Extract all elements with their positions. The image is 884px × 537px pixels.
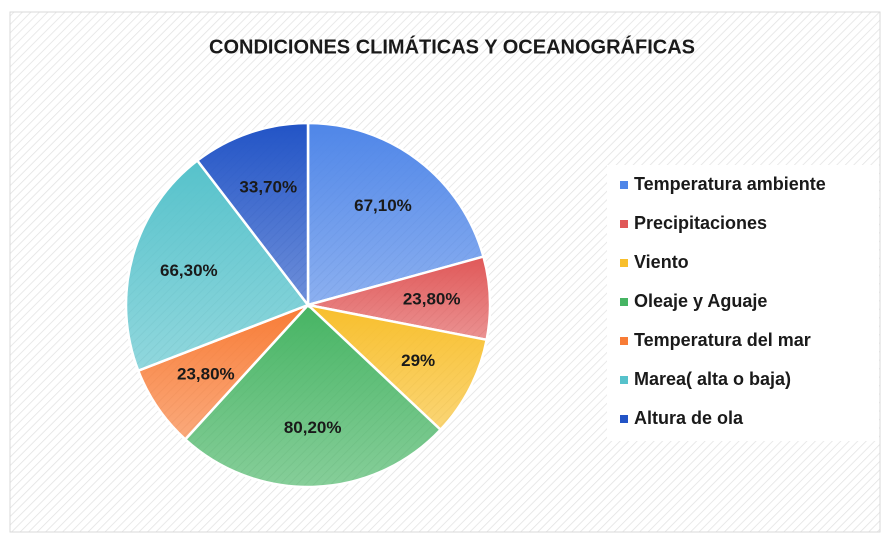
legend-label: Marea( alta o baja) [634, 369, 791, 389]
legend-swatch [620, 415, 628, 423]
legend-box [607, 165, 879, 441]
legend-swatch [620, 337, 628, 345]
data-label: 33,70% [239, 177, 297, 196]
legend-swatch [620, 298, 628, 306]
legend-label: Precipitaciones [634, 213, 767, 233]
chart-title: CONDICIONES CLIMÁTICAS Y OCEANOGRÁFICAS [209, 35, 695, 58]
pie-slice [303, 302, 489, 432]
data-label: 23,80% [403, 290, 461, 309]
data-label: 80,20% [284, 418, 342, 437]
pie-slice [183, 303, 443, 489]
legend-label: Oleaje y Aguaje [634, 291, 767, 311]
legend-label: Viento [634, 252, 689, 272]
legend-label: Temperatura del mar [634, 330, 811, 350]
pie-slice [195, 121, 310, 309]
data-label: 29% [401, 351, 435, 370]
legend-label: Altura de ola [634, 408, 744, 428]
data-label: 66,30% [160, 261, 218, 280]
legend-swatch [620, 181, 628, 189]
pie-slice [306, 121, 485, 307]
pie-slice [124, 158, 311, 373]
data-label: 23,80% [177, 364, 235, 383]
legend-swatch [620, 259, 628, 267]
legend-swatch [620, 376, 628, 384]
data-label: 67,10% [354, 196, 412, 215]
legend-label: Temperatura ambiente [634, 174, 826, 194]
legend-swatch [620, 220, 628, 228]
